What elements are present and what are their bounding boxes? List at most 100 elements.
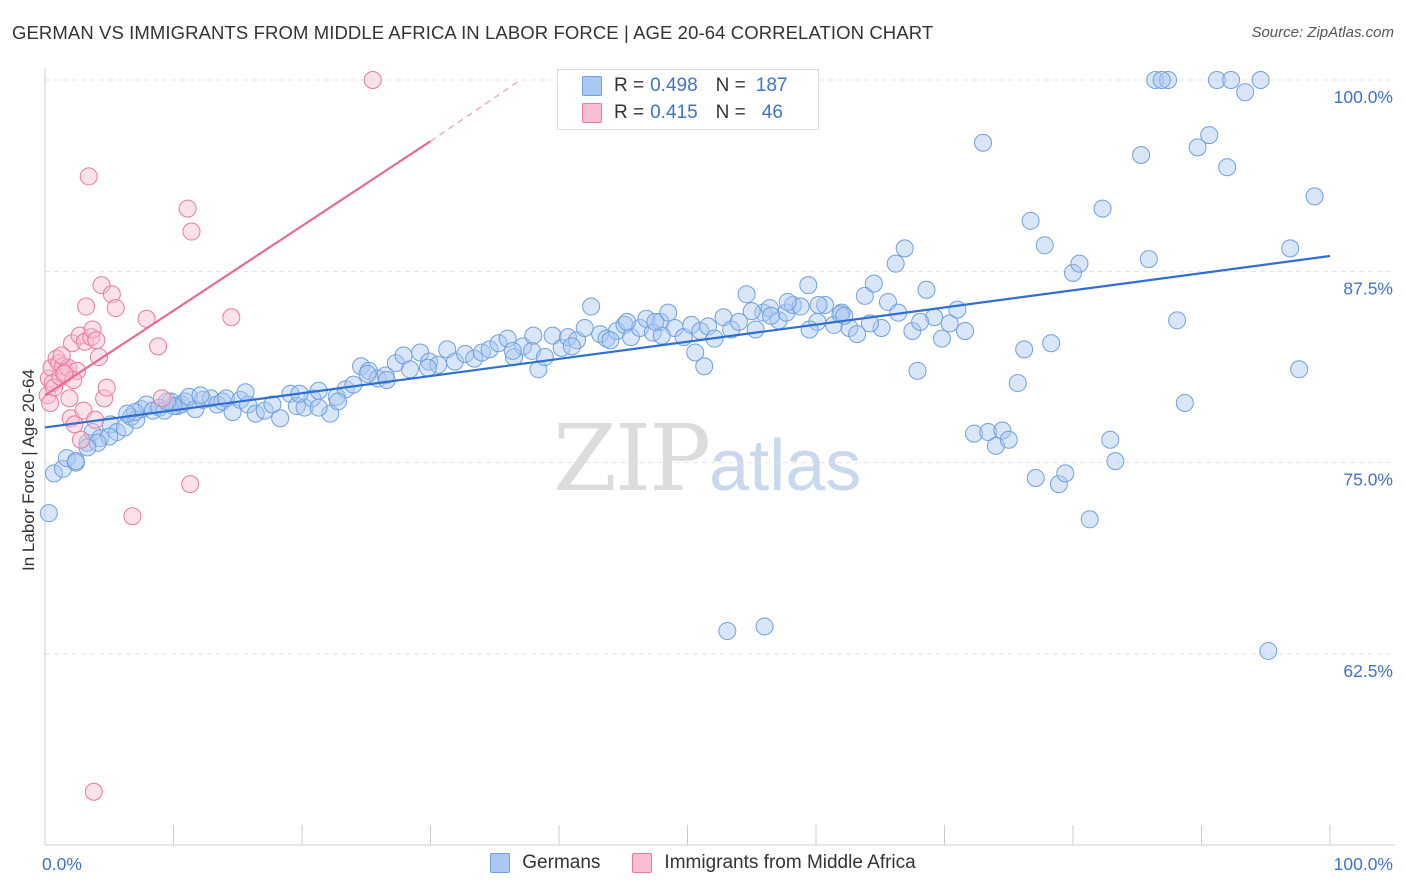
data-point-germans bbox=[783, 296, 802, 315]
data-point-germans bbox=[886, 254, 905, 273]
data-point-germans bbox=[932, 329, 951, 348]
data-point-germans bbox=[760, 299, 779, 318]
data-point-germans bbox=[1175, 393, 1194, 412]
data-point-germans bbox=[44, 464, 63, 483]
data-point-germans bbox=[659, 303, 678, 322]
legend-row-germans: R = 0.498 N = 187 bbox=[582, 73, 787, 99]
y-tick-label: 62.5% bbox=[1343, 661, 1393, 681]
data-point-germans bbox=[855, 286, 874, 305]
data-point-germans bbox=[799, 276, 818, 295]
data-point-middle-africa bbox=[106, 299, 125, 318]
data-point-germans bbox=[917, 280, 936, 299]
data-point-germans bbox=[940, 314, 959, 333]
data-point-middle-africa bbox=[62, 334, 81, 353]
data-point-germans bbox=[1251, 71, 1270, 89]
data-point-germans bbox=[480, 340, 499, 359]
data-point-germans bbox=[271, 409, 290, 428]
data-point-germans bbox=[895, 239, 914, 258]
data-point-germans bbox=[778, 292, 797, 311]
series-swatch-germans bbox=[490, 853, 511, 873]
y-tick-label: 87.5% bbox=[1343, 278, 1393, 298]
data-point-middle-africa bbox=[181, 475, 200, 494]
data-point-germans bbox=[1168, 311, 1187, 330]
correlation-legend: R = 0.498 N = 187 R = 0.415 N = 46 bbox=[557, 69, 819, 130]
series-name-germans: Germans bbox=[522, 852, 601, 873]
data-point-germans bbox=[999, 430, 1018, 449]
data-point-germans bbox=[686, 343, 705, 362]
data-point-germans bbox=[621, 328, 640, 347]
series-legend: Germans Immigrants from Middle Africa bbox=[0, 852, 1406, 874]
watermark-zip: ZIP bbox=[553, 405, 711, 512]
data-point-germans bbox=[1101, 430, 1120, 449]
chart-title: GERMAN VS IMMIGRANTS FROM MIDDLE AFRICA … bbox=[12, 22, 934, 43]
data-point-germans bbox=[411, 343, 430, 362]
data-point-germans bbox=[809, 296, 828, 315]
trend-line-middle-africa bbox=[44, 140, 432, 397]
data-point-middle-africa bbox=[178, 199, 197, 218]
data-point-germans bbox=[295, 398, 314, 417]
data-point-germans bbox=[872, 318, 891, 337]
data-point-germans bbox=[601, 331, 620, 350]
trend-line-germans bbox=[44, 254, 1331, 429]
data-point-germans bbox=[742, 302, 761, 321]
data-point-germans bbox=[309, 398, 328, 417]
data-point-germans bbox=[1305, 187, 1324, 206]
data-point-germans bbox=[993, 421, 1012, 440]
data-point-germans bbox=[535, 348, 554, 367]
legend-swatch-germans bbox=[582, 76, 602, 96]
data-point-germans bbox=[1093, 199, 1112, 218]
data-point-germans bbox=[800, 320, 819, 339]
data-point-germans bbox=[1200, 126, 1219, 145]
data-point-middle-africa bbox=[83, 320, 102, 339]
data-point-germans bbox=[815, 296, 834, 315]
data-point-middle-africa bbox=[87, 331, 106, 350]
data-point-germans bbox=[1132, 146, 1151, 165]
data-point-middle-africa bbox=[84, 782, 103, 801]
data-point-middle-africa bbox=[152, 389, 171, 408]
data-point-germans bbox=[1049, 475, 1068, 494]
data-point-germans bbox=[1207, 71, 1226, 89]
data-point-germans bbox=[1146, 71, 1165, 89]
watermark-atlas: atlas bbox=[709, 426, 862, 506]
data-point-middle-africa bbox=[95, 389, 114, 408]
series-legend-middle-africa: Immigrants from Middle Africa bbox=[632, 852, 916, 874]
data-point-germans bbox=[746, 320, 765, 339]
data-point-middle-africa bbox=[41, 393, 60, 412]
data-point-germans bbox=[503, 341, 522, 360]
source-label: Source: ZipAtlas.com bbox=[1251, 24, 1394, 41]
data-point-germans bbox=[848, 325, 867, 344]
data-point-germans bbox=[1026, 468, 1045, 487]
data-point-germans bbox=[91, 429, 110, 448]
data-point-germans bbox=[1259, 641, 1278, 660]
data-point-germans bbox=[418, 358, 437, 377]
legend-n-value: 46 bbox=[761, 102, 783, 123]
trend-line-extension bbox=[430, 79, 521, 142]
data-point-germans bbox=[646, 312, 665, 331]
data-point-germans bbox=[908, 361, 927, 380]
data-point-germans bbox=[118, 404, 137, 423]
legend-r-label: R = bbox=[614, 102, 645, 123]
data-point-germans bbox=[66, 452, 85, 471]
legend-n-label: N = bbox=[715, 75, 746, 96]
data-point-middle-africa bbox=[52, 346, 71, 365]
data-point-germans bbox=[695, 357, 714, 376]
data-point-germans bbox=[359, 361, 378, 380]
data-point-germans bbox=[400, 360, 419, 379]
data-point-middle-africa bbox=[77, 297, 96, 316]
data-point-germans bbox=[965, 424, 984, 443]
data-point-germans bbox=[1139, 250, 1158, 269]
data-point-germans bbox=[903, 322, 922, 341]
x-tick-label: 100.0% bbox=[1334, 854, 1393, 874]
data-point-germans bbox=[1056, 464, 1075, 483]
legend-row-middle-africa: R = 0.415 N = 46 bbox=[582, 100, 783, 126]
y-tick-label: 100.0% bbox=[1334, 87, 1393, 107]
data-point-middle-africa bbox=[92, 276, 111, 295]
data-point-germans bbox=[236, 383, 255, 402]
data-point-germans bbox=[1070, 254, 1089, 273]
data-point-germans bbox=[1064, 263, 1082, 282]
legend-r-label: R = bbox=[614, 75, 645, 96]
data-point-germans bbox=[191, 386, 210, 405]
data-point-germans bbox=[1236, 83, 1255, 102]
data-point-middle-africa bbox=[363, 71, 382, 89]
